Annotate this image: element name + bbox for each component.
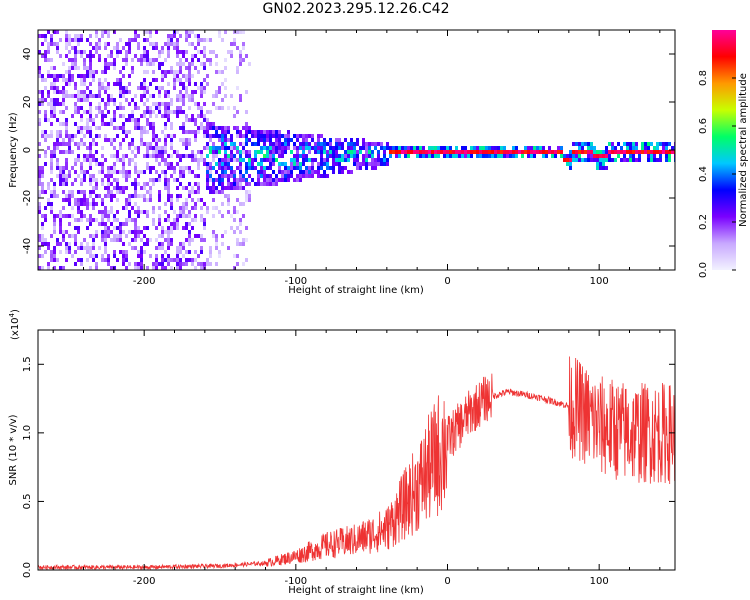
y-tick-label: -40	[22, 238, 33, 254]
colorbar-tick-label: 0.0	[698, 262, 709, 278]
snr-series-line	[38, 356, 675, 570]
colorbar-gradient	[712, 30, 736, 270]
x-tick-label: -200	[133, 276, 156, 287]
x-tick-label: -200	[133, 576, 156, 587]
colorbar-label: Normalized spectral amplitude	[738, 73, 749, 227]
x-tick-label: 100	[590, 276, 609, 287]
x-tick-label: -100	[284, 276, 307, 287]
y-tick-label: 0	[22, 147, 33, 153]
y-tick-label: 1.0	[22, 425, 33, 441]
colorbar: 0.0 0.2 0.4 0.6 0.8 Normalized spectral ampl…	[698, 30, 749, 278]
snr-multiplier: (x104)	[8, 309, 21, 340]
snr-y-ticks: 0.0 0.5 1.0 1.5	[22, 356, 675, 578]
figure-title: GN02.2023.295.12.26.C42	[262, 1, 450, 17]
snr-multiplier-close: )	[10, 309, 21, 313]
y-tick-label: 0.0	[22, 562, 33, 578]
colorbar-ticks: 0.0 0.2 0.4 0.6 0.8	[698, 70, 736, 278]
y-tick-label: 0.5	[22, 493, 33, 509]
snr-panel: -200 -100 0 100 0.0 0.5 1.0 1.5 Height of stra…	[8, 309, 676, 596]
y-tick-label: -20	[22, 190, 33, 206]
snr-multiplier-exp: 4	[8, 312, 16, 317]
colorbar-tick-label: 0.4	[698, 166, 709, 182]
colorbar-tick-label: 0.2	[698, 214, 709, 230]
spectrogram-y-axis-label: Frequency (Hz)	[8, 112, 19, 188]
snr-x-axis-label: Height of straight line (km)	[288, 585, 424, 596]
snr-y-axis-label: SNR (10 * v/v)	[8, 414, 19, 485]
svg-text:(x104): (x104)	[8, 309, 21, 340]
spectrogram-image	[38, 30, 675, 270]
spectrogram-x-ticks: -200 -100 0 100	[52, 30, 661, 287]
colorbar-tick-label: 0.8	[698, 70, 709, 86]
snr-x-ticks: -200 -100 0 100	[52, 330, 661, 587]
y-tick-label: 1.5	[22, 356, 33, 372]
y-tick-label: 20	[22, 96, 33, 109]
y-tick-label: 40	[22, 48, 33, 61]
snr-multiplier-base: (x10	[10, 317, 21, 340]
spectrogram-y-ticks: -40 -20 0 20 40	[22, 48, 675, 254]
x-tick-label: 0	[444, 576, 450, 587]
colorbar-tick-label: 0.6	[698, 118, 709, 134]
x-tick-label: 0	[444, 276, 450, 287]
spectrogram-x-axis-label: Height of straight line (km)	[288, 285, 424, 296]
x-tick-label: -100	[284, 576, 307, 587]
x-tick-label: 100	[590, 576, 609, 587]
